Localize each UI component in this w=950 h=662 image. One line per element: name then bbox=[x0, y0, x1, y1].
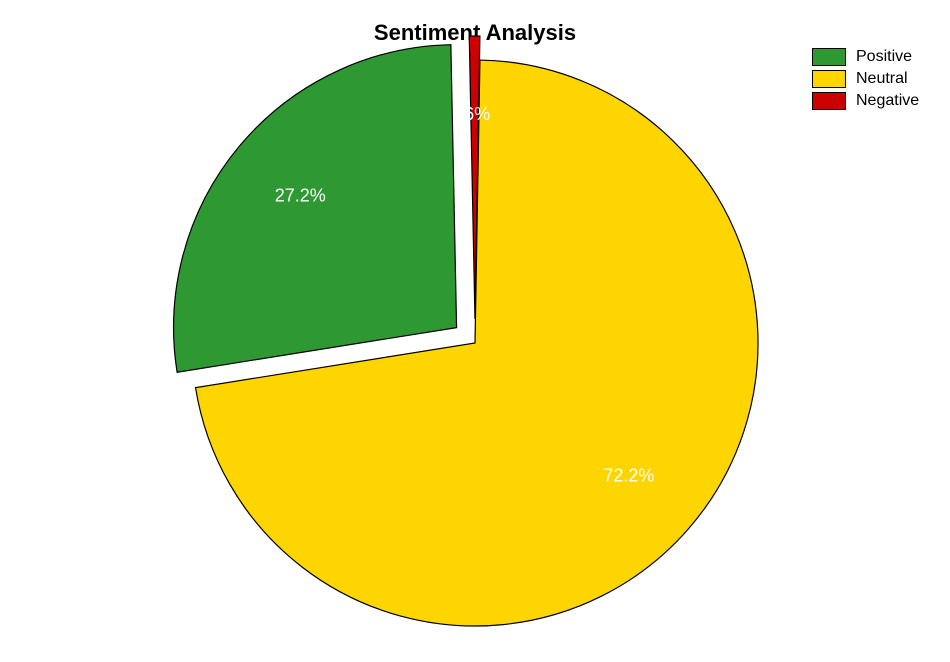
pie-slice-positive bbox=[174, 45, 457, 373]
legend-swatch-positive bbox=[812, 48, 846, 66]
legend-item-negative: Negative bbox=[812, 92, 919, 110]
slice-label-neutral: 72.2% bbox=[603, 465, 654, 485]
legend-label-positive: Positive bbox=[856, 48, 912, 66]
legend-label-negative: Negative bbox=[856, 92, 919, 110]
pie-chart-container: Sentiment Analysis 72.2%27.2%.6% Positiv… bbox=[0, 0, 950, 662]
legend: Positive Neutral Negative bbox=[812, 48, 919, 114]
legend-item-neutral: Neutral bbox=[812, 70, 919, 88]
legend-label-neutral: Neutral bbox=[856, 70, 908, 88]
slice-label-negative: .6% bbox=[459, 104, 490, 124]
pie-chart-svg: 72.2% 27.2% .6% bbox=[0, 0, 950, 662]
legend-swatch-neutral bbox=[812, 70, 846, 88]
slice-label-positive: 27.2% bbox=[275, 186, 326, 206]
legend-item-positive: Positive bbox=[812, 48, 919, 66]
legend-swatch-negative bbox=[812, 92, 846, 110]
